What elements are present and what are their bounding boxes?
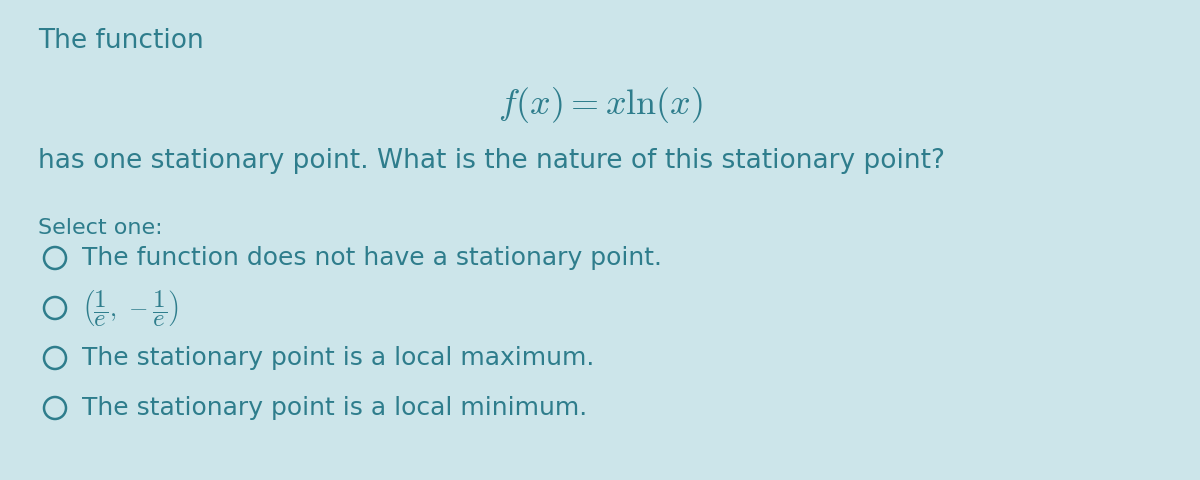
Text: The stationary point is a local maximum.: The stationary point is a local maximum.: [82, 346, 594, 370]
Text: $f(x) = x\ln(x)$: $f(x) = x\ln(x)$: [498, 85, 702, 125]
Text: The function: The function: [38, 28, 204, 54]
Text: The stationary point is a local minimum.: The stationary point is a local minimum.: [82, 396, 587, 420]
Text: Select one:: Select one:: [38, 218, 163, 238]
Text: The function does not have a stationary point.: The function does not have a stationary …: [82, 246, 662, 270]
Text: $\left(\dfrac{1}{e},\,-\dfrac{1}{e}\right)$: $\left(\dfrac{1}{e},\,-\dfrac{1}{e}\righ…: [82, 288, 179, 328]
Text: has one stationary point. What is the nature of this stationary point?: has one stationary point. What is the na…: [38, 148, 946, 174]
